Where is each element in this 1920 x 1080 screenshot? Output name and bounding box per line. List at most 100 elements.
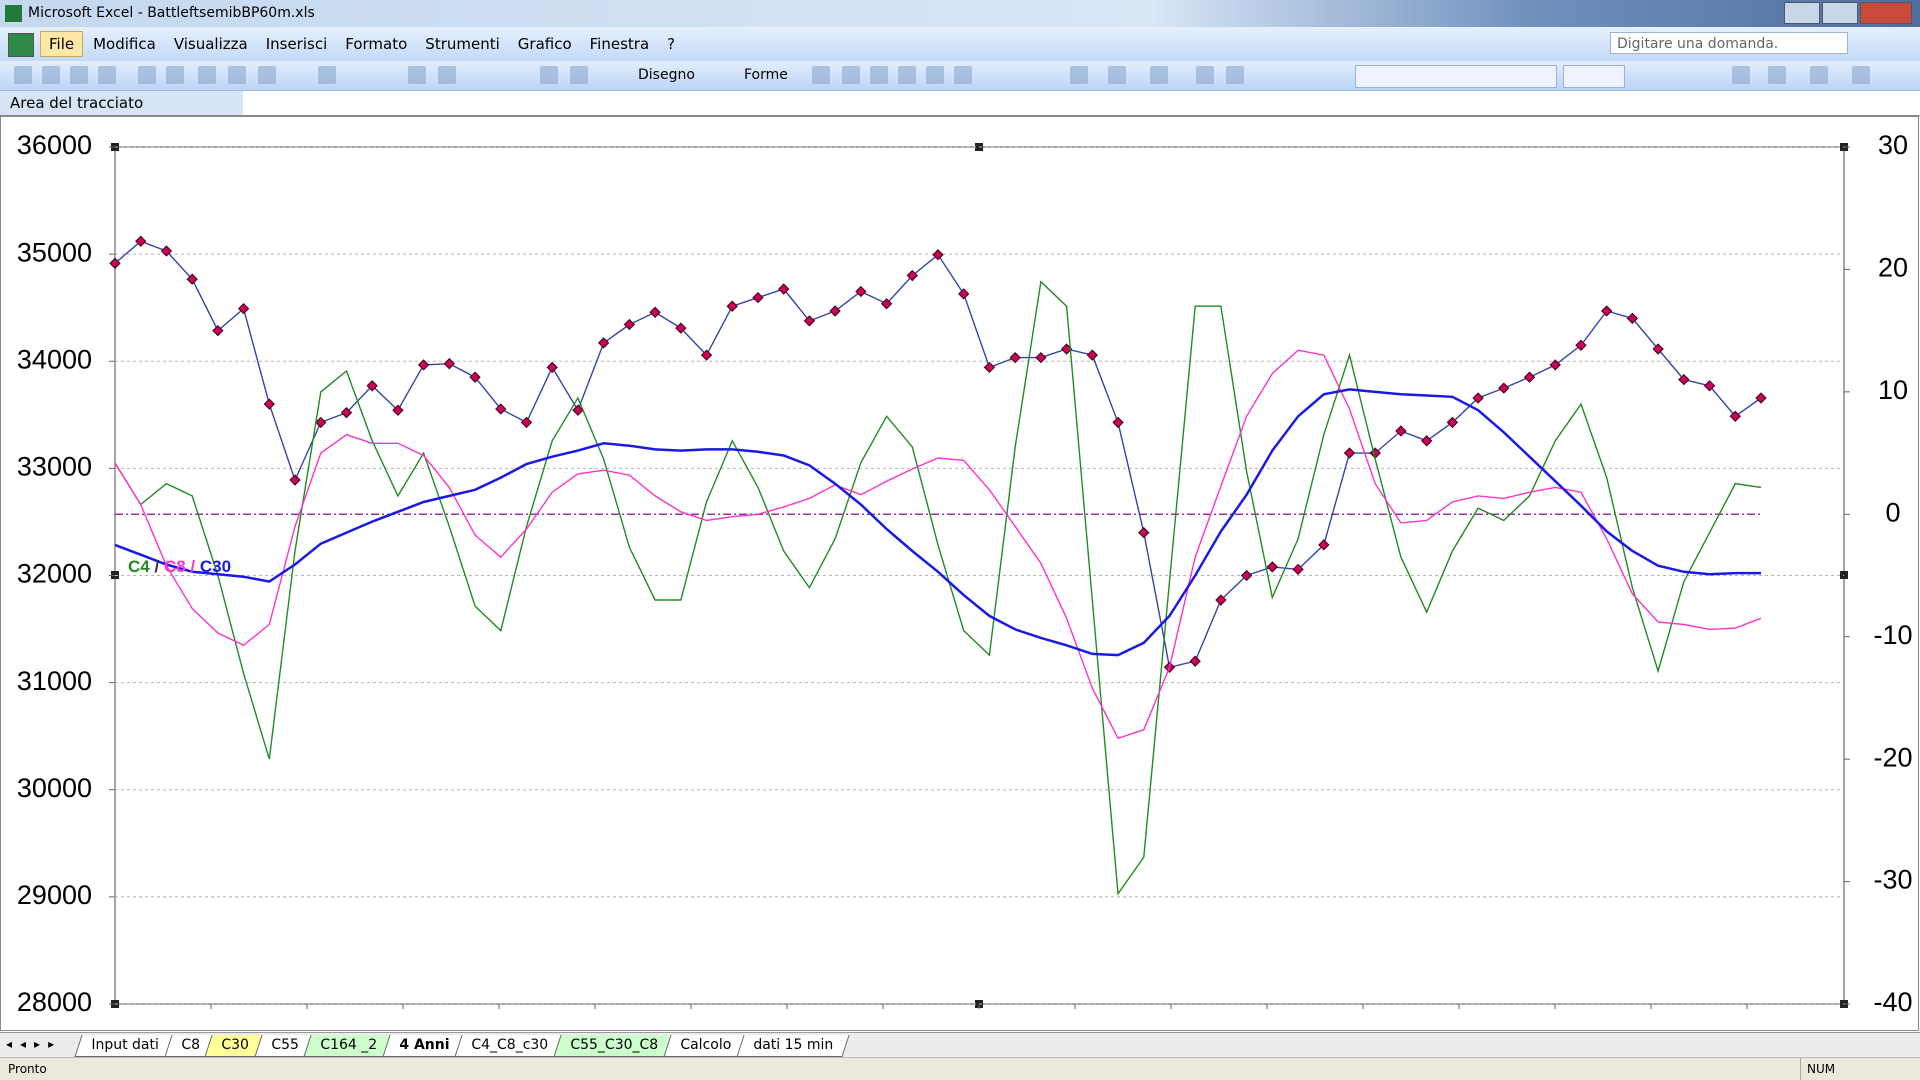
tool-button[interactable] <box>408 66 426 84</box>
menu-item[interactable]: Inserisci <box>265 35 328 53</box>
y2-tick-label: 0 <box>1885 497 1900 527</box>
num-lock: NUM <box>1800 1058 1835 1080</box>
sheet-tab-label: C55_C30_C8 <box>570 1037 659 1053</box>
maximize-button[interactable] <box>1822 2 1858 24</box>
sheet-tab[interactable]: 4 Anni <box>382 1035 467 1057</box>
data-point <box>1060 343 1073 355</box>
drawing-menu[interactable]: Disegno <box>638 67 695 83</box>
sheet-tab[interactable]: Input dati <box>74 1035 176 1057</box>
chart-area: 28000 29000 30000 31000 32000 33000 34000 35000… <box>0 116 1920 1032</box>
menu-item[interactable]: Strumenti <box>425 35 500 53</box>
tool-button[interactable] <box>842 66 860 84</box>
tool-button[interactable] <box>42 66 60 84</box>
data-point <box>212 324 224 337</box>
tool-button[interactable] <box>1732 66 1750 84</box>
y2-tick-label: -40 <box>1873 987 1912 1017</box>
y2-tick-label: 30 <box>1878 130 1908 160</box>
data-point <box>1421 435 1433 447</box>
menu-item[interactable]: Grafico <box>517 35 572 53</box>
tool-button[interactable] <box>1226 66 1244 84</box>
data-point <box>289 474 301 486</box>
legend-separator: / <box>154 557 159 576</box>
tool-button[interactable] <box>14 66 32 84</box>
toolbar: Disegno Forme <box>0 61 1920 91</box>
font-box[interactable] <box>1355 65 1557 88</box>
sheet-tab[interactable]: C164 _2 <box>303 1035 394 1057</box>
data-point <box>1601 305 1613 317</box>
y-tick-label: 31000 <box>17 666 92 696</box>
tool-button[interactable] <box>870 66 888 84</box>
tool-button[interactable] <box>1108 66 1126 84</box>
data-point <box>1703 380 1716 392</box>
tool-button[interactable] <box>438 66 456 84</box>
data-point <box>906 269 918 282</box>
data-point <box>1215 594 1227 606</box>
tool-button[interactable] <box>1150 66 1168 84</box>
y2-tick-label: 20 <box>1878 253 1908 283</box>
data-point <box>1138 526 1150 539</box>
menu-item[interactable]: ? <box>667 35 676 53</box>
y2-tick-label: -30 <box>1873 865 1912 895</box>
tool-button[interactable] <box>954 66 972 84</box>
data-point <box>778 283 790 295</box>
tool-button[interactable] <box>198 66 216 84</box>
menu-item[interactable]: File <box>40 31 84 57</box>
sheet-tab-label: Calcolo <box>680 1037 732 1053</box>
doc-icon <box>8 33 34 57</box>
tool-button[interactable] <box>1768 66 1786 84</box>
tab-navigation[interactable]: ◂◂▸▸ <box>6 1037 63 1051</box>
tool-button[interactable] <box>166 66 184 84</box>
data-point <box>752 291 764 304</box>
sheet-tab-label: C8 <box>180 1037 200 1053</box>
tool-button[interactable] <box>98 66 116 84</box>
sheet-tab[interactable]: dati 15 min <box>736 1035 850 1057</box>
data-point <box>443 358 456 370</box>
tool-button[interactable] <box>228 66 246 84</box>
tool-button[interactable] <box>1852 66 1870 84</box>
menu-item[interactable]: Visualizza <box>173 35 248 53</box>
name-box[interactable]: Area del tracciato <box>0 91 243 115</box>
minimize-button[interactable] <box>1784 2 1820 24</box>
data-point <box>160 245 173 257</box>
sheet-tab-label: C30 <box>221 1037 250 1053</box>
data-point <box>1395 425 1407 437</box>
close-button[interactable] <box>1860 2 1912 24</box>
tool-button[interactable] <box>898 66 916 84</box>
data-point <box>1678 373 1690 386</box>
menu-item[interactable]: Modifica <box>93 35 156 53</box>
size-box[interactable] <box>1563 65 1625 88</box>
tool-button[interactable] <box>70 66 88 84</box>
help-box[interactable]: Digitare una domanda. <box>1610 32 1848 54</box>
tool-button[interactable] <box>812 66 830 84</box>
tool-button[interactable] <box>138 66 156 84</box>
data-point <box>1729 410 1741 422</box>
tool-button[interactable] <box>1070 66 1088 84</box>
data-point <box>958 288 970 300</box>
data-point <box>880 298 893 310</box>
y2-tick-label: -20 <box>1873 742 1912 772</box>
tool-button[interactable] <box>540 66 558 84</box>
menu-item[interactable]: Formato <box>345 35 408 53</box>
shapes-menu[interactable]: Forme <box>744 67 788 83</box>
sheet-tab[interactable]: C55_C30_C8 <box>553 1035 675 1057</box>
sheet-tab-label: C55 <box>271 1037 299 1053</box>
tool-button[interactable] <box>570 66 588 84</box>
data-point <box>1549 359 1561 371</box>
tool-button[interactable] <box>258 66 276 84</box>
y-tick-label: 36000 <box>17 130 92 160</box>
data-point <box>1498 382 1510 394</box>
sheet-tab[interactable]: Calcolo <box>663 1035 748 1057</box>
data-point <box>1266 561 1279 573</box>
tool-button[interactable] <box>318 66 336 84</box>
data-point <box>1318 539 1330 551</box>
menu-item[interactable]: Finestra <box>589 35 650 53</box>
data-point <box>675 322 687 334</box>
data-point <box>1343 447 1356 459</box>
data-point <box>1009 351 1021 364</box>
status-text: Pronto <box>8 1062 47 1076</box>
sheet-tab[interactable]: C4_C8_c30 <box>454 1035 565 1057</box>
name-box-text: Area del tracciato <box>10 94 144 112</box>
tool-button[interactable] <box>926 66 944 84</box>
tool-button[interactable] <box>1810 66 1828 84</box>
tool-button[interactable] <box>1196 66 1214 84</box>
